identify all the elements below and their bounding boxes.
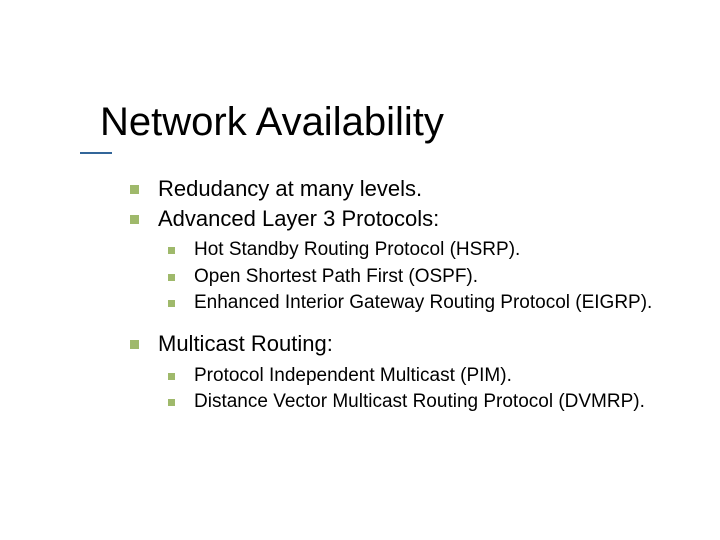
list-item: Advanced Layer 3 Protocols:: [130, 205, 670, 233]
sub-list-item-text: Hot Standby Routing Protocol (HSRP).: [194, 239, 520, 260]
list-item-text: Multicast Routing:: [158, 331, 333, 356]
sub-list-item: Hot Standby Routing Protocol (HSRP).: [168, 238, 670, 263]
square-bullet-icon: [168, 399, 175, 406]
sub-list: Protocol Independent Multicast (PIM). Di…: [168, 364, 670, 415]
square-bullet-icon: [168, 300, 175, 307]
slide-title: Network Availability: [100, 100, 444, 145]
square-bullet-icon: [130, 215, 139, 224]
sub-list-item: Enhanced Interior Gateway Routing Protoc…: [168, 291, 670, 316]
title-accent-line: [80, 152, 112, 154]
sub-list-item: Protocol Independent Multicast (PIM).: [168, 364, 670, 389]
list-item-text: Redudancy at many levels.: [158, 176, 422, 201]
sub-list-item-text: Open Shortest Path First (OSPF).: [194, 266, 478, 287]
square-bullet-icon: [168, 274, 175, 281]
slide-body: Redudancy at many levels. Advanced Layer…: [130, 175, 670, 429]
sub-list-item: Open Shortest Path First (OSPF).: [168, 265, 670, 290]
square-bullet-icon: [130, 340, 139, 349]
square-bullet-icon: [130, 185, 139, 194]
list-item: Multicast Routing:: [130, 330, 670, 358]
list-item-text: Advanced Layer 3 Protocols:: [158, 206, 439, 231]
sub-list-item-text: Enhanced Interior Gateway Routing Protoc…: [194, 292, 652, 313]
sub-list-item-text: Distance Vector Multicast Routing Protoc…: [194, 391, 645, 412]
list-item: Redudancy at many levels.: [130, 175, 670, 203]
square-bullet-icon: [168, 373, 175, 380]
square-bullet-icon: [168, 247, 175, 254]
sub-list: Hot Standby Routing Protocol (HSRP). Ope…: [168, 238, 670, 316]
sub-list-item: Distance Vector Multicast Routing Protoc…: [168, 390, 670, 415]
sub-list-item-text: Protocol Independent Multicast (PIM).: [194, 365, 512, 386]
